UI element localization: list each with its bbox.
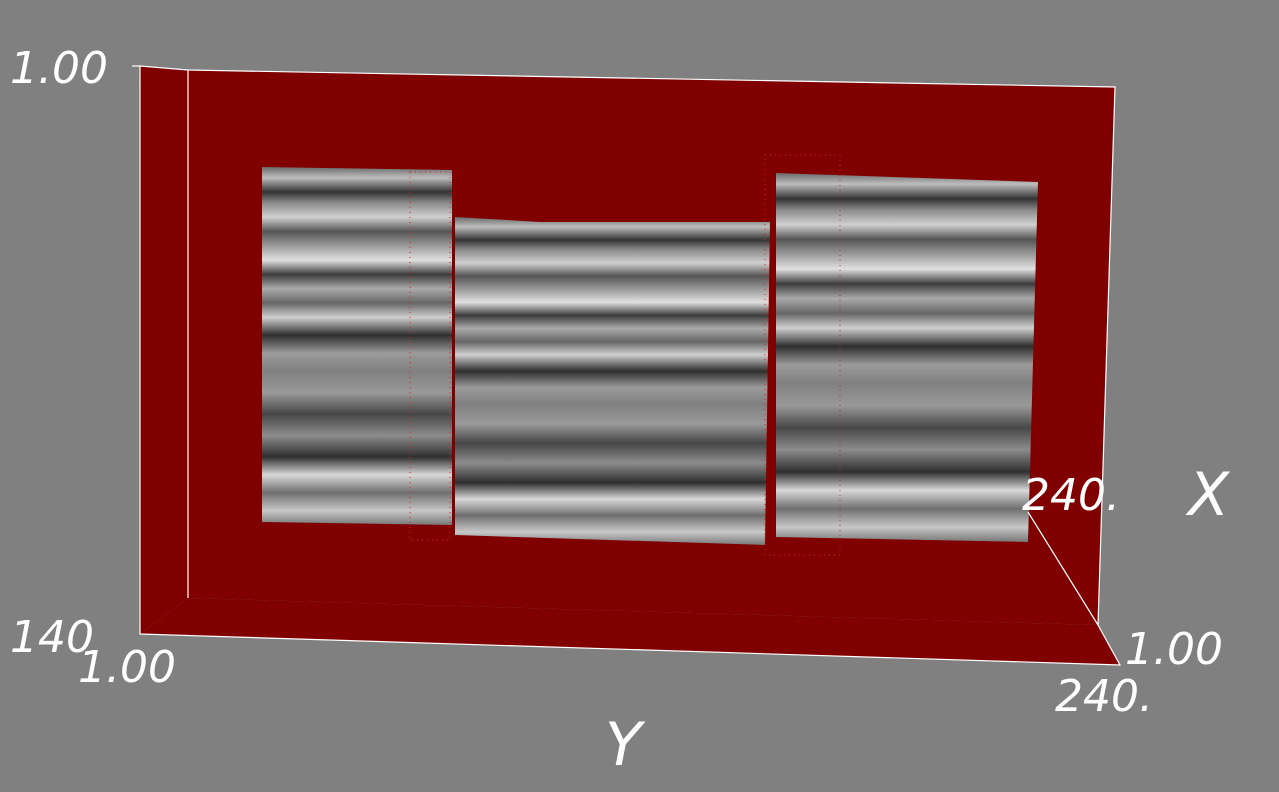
axis-label: 240. <box>1022 470 1120 521</box>
slice-outline <box>764 154 841 556</box>
axis-title: X <box>1185 460 1231 530</box>
axis-label: 1.00 <box>78 642 176 693</box>
seismic-block <box>776 173 1038 542</box>
axis-label: 240. <box>1055 671 1153 722</box>
axis-frame <box>132 65 1122 666</box>
floor-panel <box>140 598 1120 665</box>
axis-label: 140 <box>10 612 94 663</box>
seismic-block <box>262 167 452 525</box>
axis-label: 1.00 <box>1125 624 1223 675</box>
side-panel <box>140 66 188 634</box>
axis-title: Y <box>605 710 646 780</box>
slice-outline <box>409 171 451 541</box>
axis-label: 1.00 <box>10 43 108 94</box>
seismic-block <box>455 217 770 545</box>
